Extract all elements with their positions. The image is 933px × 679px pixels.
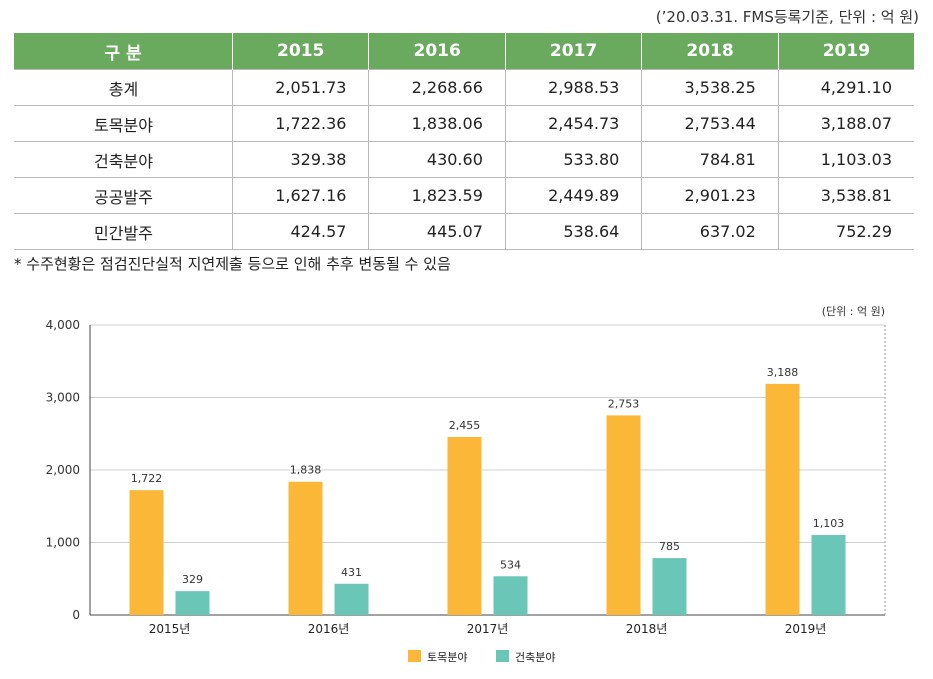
header-cell: 2015 [231,33,369,70]
x-tick-label: 2017년 [467,622,509,636]
table-cell: 3,538.25 [641,69,779,106]
table-cell: 2,454.73 [504,105,642,142]
header-cell: 2018 [641,33,779,70]
table-cell: 445.07 [368,213,506,250]
table-cell: 1,823.59 [368,177,506,214]
bar [765,383,800,615]
table-cell: 2,901.23 [641,177,779,214]
bar [175,591,210,615]
data-label: 431 [341,566,362,579]
bar [811,535,846,615]
table-cell: 3,538.81 [777,177,914,214]
table-cell: 1,103.03 [777,141,914,178]
x-tick-label: 2015년 [149,622,191,636]
data-label: 2,753 [608,397,640,410]
footnote: * 수주현황은 점검진단실적 지연제출 등으로 인해 추후 변동될 수 있음 [14,255,451,273]
row-label: 총계 [14,69,233,106]
bar [447,437,482,615]
legend-label: 건축분야 [515,651,555,664]
x-tick-label: 2018년 [626,622,668,636]
table-cell: 2,753.44 [641,105,779,142]
bar [129,490,164,615]
header-cell: 2017 [504,33,642,70]
data-table: 구 분 2015 2016 2017 2018 2019 총계 2,051.73… [14,33,914,250]
x-tick-label: 2019년 [785,622,827,636]
bar [606,415,641,615]
row-label: 공공발주 [14,177,233,214]
table-cell: 533.80 [504,141,642,178]
table-cell: 4,291.10 [777,69,914,106]
table-cell: 1,627.16 [231,177,369,214]
bar [288,481,323,615]
y-tick-label: 3,000 [46,391,80,405]
y-tick-label: 1,000 [46,536,80,550]
row-label: 민간발주 [14,213,233,250]
table-cell: 1,722.36 [231,105,369,142]
chart-unit-note: (단위 : 억 원) [822,305,885,318]
table-cell: 752.29 [777,213,914,250]
bar [493,576,528,615]
y-tick-label: 0 [72,608,80,622]
data-label: 2,455 [449,419,481,432]
bar [652,558,687,615]
header-cell: 2019 [777,33,914,70]
bar [334,583,369,615]
x-tick-label: 2016년 [308,622,350,636]
table-cell: 2,268.66 [368,69,506,106]
table-cell: 637.02 [641,213,779,250]
table-cell: 3,188.07 [777,105,914,142]
data-label: 785 [659,540,680,553]
data-label: 329 [182,573,203,586]
table-cell: 784.81 [641,141,779,178]
row-label: 건축분야 [14,141,233,178]
data-label: 534 [500,558,521,571]
row-label: 토목분야 [14,105,233,142]
bar-chart: 0 1,000 2,000 3,000 4,000 (단위 : 억 원) 1,722 329 2… [46,305,886,664]
data-label: 1,838 [290,464,322,477]
unit-note: (’20.03.31. FMS등록기준, 단위 : 억 원) [655,8,919,26]
table-cell: 2,051.73 [231,69,369,106]
table-row: 토목분야 1,722.36 1,838.06 2,454.73 2,753.44… [14,105,914,142]
table-row: 총계 2,051.73 2,268.66 2,988.53 3,538.25 4… [14,69,914,106]
table-cell: 538.64 [504,213,642,250]
table-row: 건축분야 329.38 430.60 533.80 784.81 1,103.0… [14,141,914,178]
table-cell: 2,988.53 [504,69,642,106]
table-row: 공공발주 1,627.16 1,823.59 2,449.89 2,901.23… [14,177,914,214]
y-tick-label: 4,000 [46,318,80,332]
table-row: 민간발주 424.57 445.07 538.64 637.02 752.29 [14,213,914,250]
header-cell: 구 분 [14,33,233,70]
table-cell: 1,838.06 [368,105,506,142]
data-label: 3,188 [767,366,799,379]
header-cell: 2016 [368,33,506,70]
y-tick-label: 2,000 [46,463,80,477]
legend-swatch [408,650,421,662]
data-label: 1,103 [813,517,845,530]
legend-swatch [496,650,509,662]
table-cell: 424.57 [231,213,369,250]
table-cell: 2,449.89 [504,177,642,214]
data-label: 1,722 [131,472,163,485]
legend-label: 토목분야 [427,651,467,664]
table-cell: 329.38 [231,141,369,178]
table-header-row: 구 분 2015 2016 2017 2018 2019 [14,33,914,70]
table-cell: 430.60 [368,141,506,178]
